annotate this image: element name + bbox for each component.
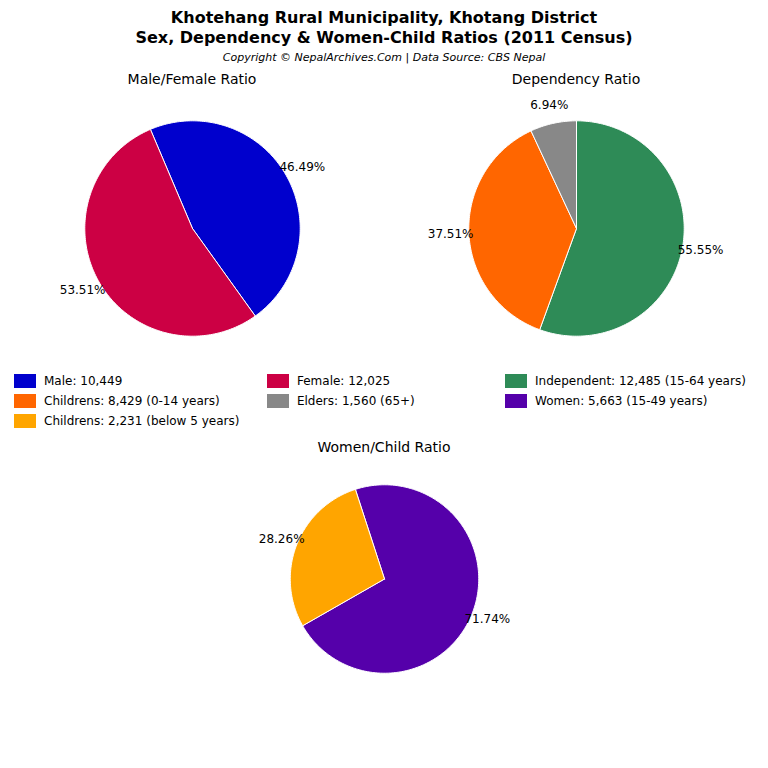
svg-text:28.26%: 28.26% — [259, 532, 305, 546]
html-text:Male: 10,449: Male: 10,449 — [44, 374, 123, 388]
html-text:Male/Female Ratio: Male/Female Ratio — [127, 71, 257, 87]
svg-text:71.74%: 71.74% — [464, 612, 510, 626]
html-text:Copyright © NepalArchives.Com: Copyright © NepalArchives.Com | Data Sou… — [222, 51, 546, 64]
svg-text:6.94%: 6.94% — [530, 98, 568, 112]
svg-text:46.49%: 46.49% — [279, 160, 325, 174]
svg-text:53.51%: 53.51% — [60, 283, 106, 297]
html-text:Women: 5,663 (15-49 years): Women: 5,663 (15-49 years) — [535, 394, 708, 408]
html-text:Sex, Dependency & Women-Child: Sex, Dependency & Women-Child Ratios (20… — [135, 28, 633, 47]
html-text:Childrens: 8,429 (0-14 years): Childrens: 8,429 (0-14 years) — [44, 394, 220, 408]
html-text:Female: 12,025: Female: 12,025 — [297, 374, 391, 388]
html-text:Childrens: 2,231 (below 5 year: Childrens: 2,231 (below 5 years) — [44, 414, 240, 428]
html-text:Independent: 12,485 (15-64 yea: Independent: 12,485 (15-64 years) — [535, 374, 746, 388]
html-text:Khotehang Rural Municipality,: Khotehang Rural Municipality, Khotang Di… — [170, 8, 598, 27]
html-text:Women/Child Ratio: Women/Child Ratio — [317, 439, 451, 455]
svg-text:55.55%: 55.55% — [678, 243, 724, 257]
html-text:Dependency Ratio: Dependency Ratio — [511, 71, 641, 87]
html-text:Elders: 1,560 (65+): Elders: 1,560 (65+) — [297, 394, 415, 408]
svg-text:37.51%: 37.51% — [428, 227, 474, 241]
